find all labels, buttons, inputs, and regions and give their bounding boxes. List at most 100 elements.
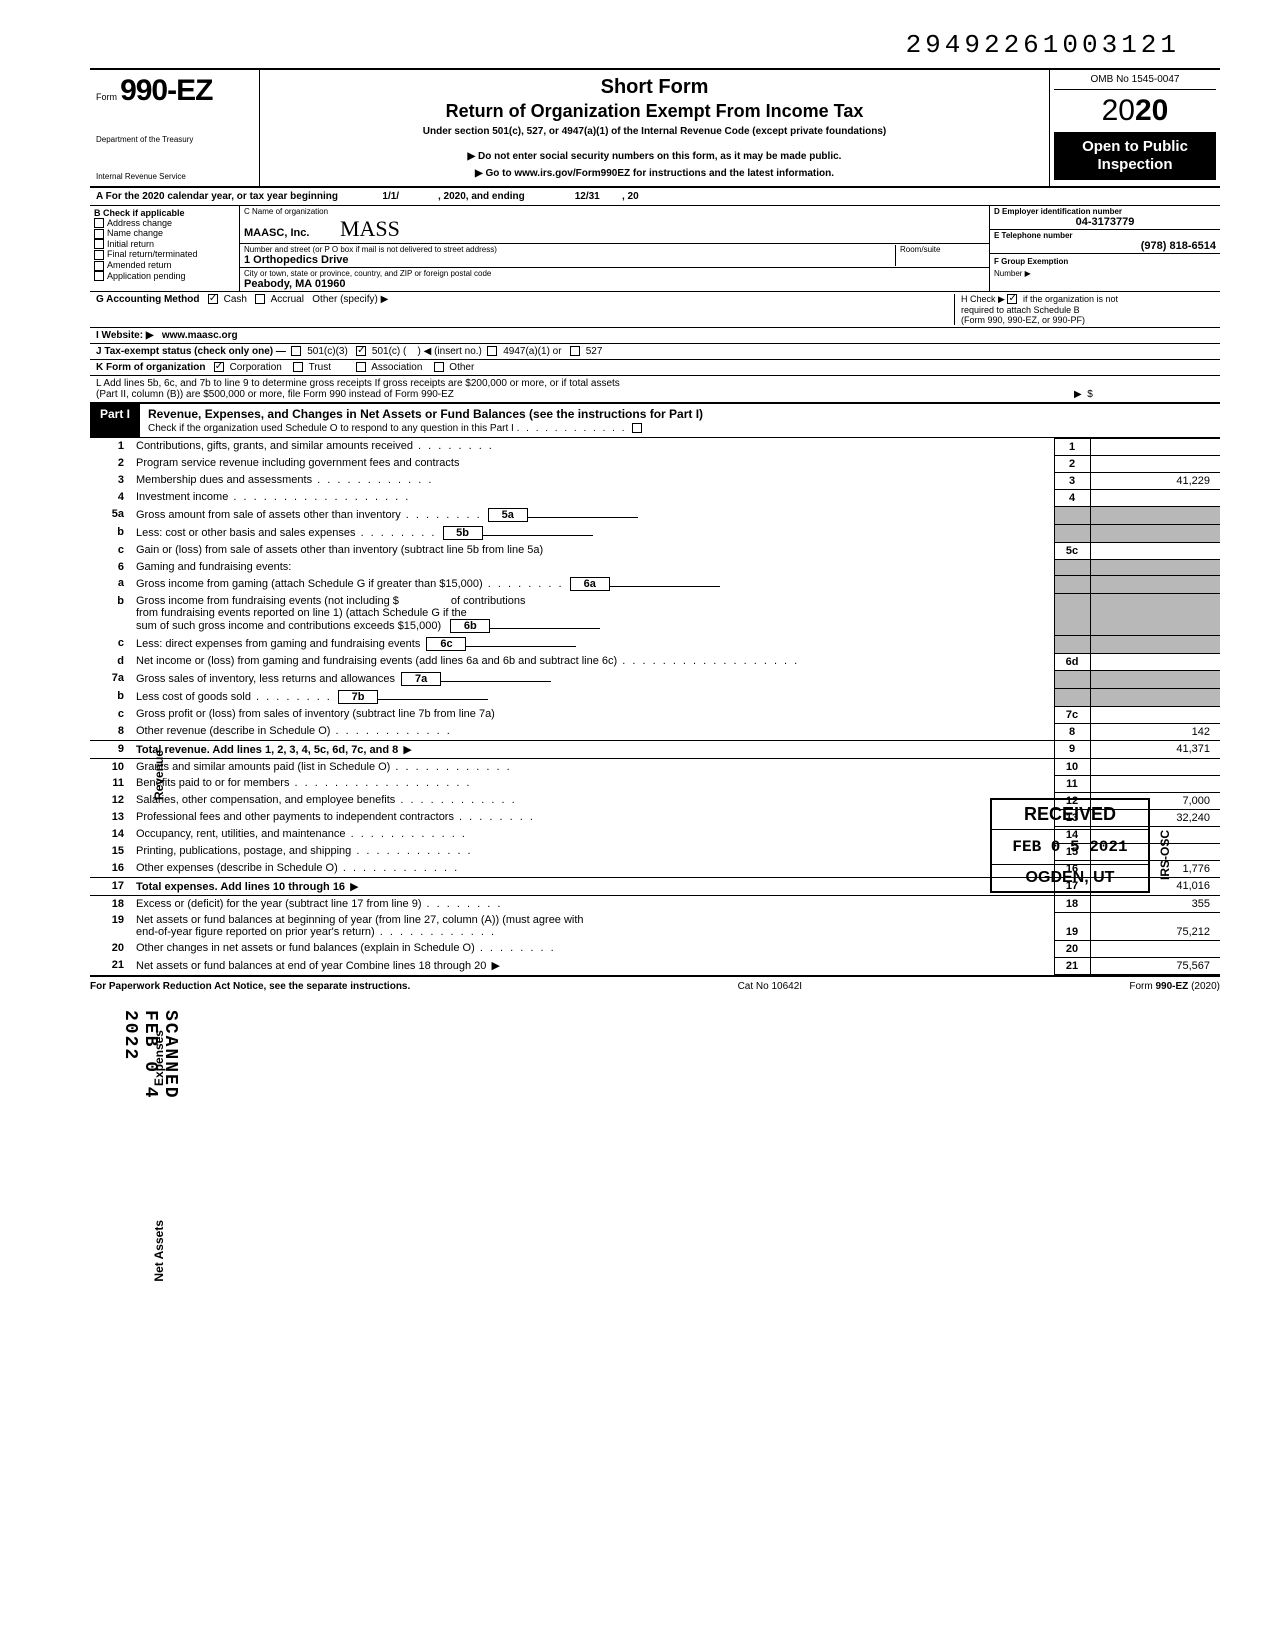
room-label: Room/suite: [900, 245, 985, 254]
chk-accrual[interactable]: [255, 294, 265, 304]
line-5a: 5aGross amount from sale of assets other…: [90, 506, 1220, 524]
scanned-stamp: SCANNED FEB 0 4 2022: [120, 1010, 180, 1100]
footer-left: For Paperwork Reduction Act Notice, see …: [90, 981, 410, 992]
addr-row: Number and street (or P O box if mail is…: [240, 244, 989, 268]
line-h-2: if the organization is not: [1023, 294, 1118, 304]
line-g-label: G Accounting Method: [96, 294, 200, 305]
addr-value: 1 Orthopedics Drive: [244, 254, 895, 266]
city-value: Peabody, MA 01960: [244, 278, 985, 290]
chk-501c[interactable]: [356, 346, 366, 356]
footer-right: Form 990-EZ (2020): [1129, 981, 1220, 992]
open-line2: Inspection: [1056, 156, 1214, 174]
line-a: A For the 2020 calendar year, or tax yea…: [90, 188, 1220, 206]
line-g-h: G Accounting Method Cash Accrual Other (…: [90, 292, 1220, 328]
line-2: 2Program service revenue including gover…: [90, 455, 1220, 472]
line-9: 9Total revenue. Add lines 1, 2, 3, 4, 5c…: [90, 740, 1220, 758]
omb-number: OMB No 1545-0047: [1054, 74, 1216, 90]
line-i: I Website: ▶ www.maasc.org: [90, 328, 1220, 344]
org-name-row: C Name of organization MAASC, Inc. MASS: [240, 206, 989, 244]
cash-label: Cash: [224, 294, 247, 305]
chk-501c3[interactable]: [291, 346, 301, 356]
chk-initial[interactable]: Initial return: [94, 239, 235, 250]
line-8: 8Other revenue (describe in Schedule O)8…: [90, 723, 1220, 740]
chk-amended[interactable]: Amended return: [94, 260, 235, 271]
line-l-1: L Add lines 5b, 6c, and 7b to line 9 to …: [96, 378, 1074, 389]
line-l-dollar: $: [1087, 389, 1093, 400]
form-header: Form 990-EZ Department of the Treasury I…: [90, 68, 1220, 188]
part1-tag: Part I: [90, 404, 140, 437]
line-19: 19Net assets or fund balances at beginni…: [90, 912, 1220, 940]
website-value: www.maasc.org: [162, 330, 238, 341]
opt-527: 527: [586, 346, 603, 357]
line-6c: cLess: direct expenses from gaming and f…: [90, 635, 1220, 653]
line-j-label: J Tax-exempt status (check only one) —: [96, 346, 286, 357]
line-h-1: H Check ▶: [961, 294, 1005, 304]
col-c: C Name of organization MAASC, Inc. MASS …: [240, 206, 990, 291]
chk-cash[interactable]: [208, 294, 218, 304]
line-a-tail: , 20: [622, 191, 639, 202]
chk-other-org[interactable]: [434, 362, 444, 372]
line-21: 21Net assets or fund balances at end of …: [90, 957, 1220, 974]
chk-corp[interactable]: [214, 362, 224, 372]
chk-h[interactable]: [1007, 294, 1017, 304]
line-20: 20Other changes in net assets or fund ba…: [90, 940, 1220, 957]
irs-osc-label: IRS-OSC: [1158, 830, 1172, 880]
year-bold: 20: [1135, 94, 1168, 127]
opt-4947: 4947(a)(1) or: [503, 346, 561, 357]
chk-527[interactable]: [570, 346, 580, 356]
line-18: 18Excess or (deficit) for the year (subt…: [90, 895, 1220, 912]
addr-label: Number and street (or P O box if mail is…: [244, 245, 895, 254]
other-method-label: Other (specify) ▶: [312, 294, 388, 305]
line-k: K Form of organization Corporation Trust…: [90, 360, 1220, 376]
line-7a: 7aGross sales of inventory, less returns…: [90, 670, 1220, 688]
ein-value: 04-3173779: [994, 216, 1216, 228]
do-not-ssn: Do not enter social security numbers on …: [268, 151, 1041, 162]
dept-irs: Internal Revenue Service: [96, 173, 253, 182]
line-e: E Telephone number (978) 818-6514: [990, 230, 1220, 254]
phone-value: (978) 818-6514: [994, 240, 1216, 252]
dept-treasury: Department of the Treasury: [96, 136, 253, 145]
col-def: D Employer identification number 04-3173…: [990, 206, 1220, 291]
goto-url: Go to www.irs.gov/Form990EZ for instruct…: [268, 168, 1041, 179]
ein-label: D Employer identification number: [994, 207, 1216, 216]
line-3: 3Membership dues and assessments341,229: [90, 472, 1220, 489]
chk-schedule-o[interactable]: [632, 423, 642, 433]
received-label: RECEIVED: [992, 800, 1148, 830]
phone-label: E Telephone number: [994, 231, 1216, 240]
chk-trust[interactable]: [293, 362, 303, 372]
chk-final[interactable]: Final return/terminated: [94, 249, 235, 260]
document-number: 29492261003121: [90, 30, 1220, 60]
insert-no: ) ◀ (insert no.): [418, 346, 482, 357]
accrual-label: Accrual: [271, 294, 304, 305]
part1-header: Part I Revenue, Expenses, and Changes in…: [90, 402, 1220, 438]
page-footer: For Paperwork Reduction Act Notice, see …: [90, 975, 1220, 992]
group-ex-label: F Group Exemption: [994, 257, 1068, 266]
received-loc: OGDEN, UT: [992, 865, 1148, 891]
section-bcdef: B Check if applicable Address change Nam…: [90, 206, 1220, 292]
line-a-text: A For the 2020 calendar year, or tax yea…: [90, 188, 1220, 205]
chk-assoc[interactable]: [356, 362, 366, 372]
chk-address[interactable]: Address change: [94, 218, 235, 229]
line-a-end: 12/31: [575, 191, 600, 202]
city-label: City or town, state or province, country…: [244, 269, 985, 278]
line-a-label: A For the 2020 calendar year, or tax yea…: [96, 191, 338, 202]
line-a-mid: , 2020, and ending: [438, 191, 525, 202]
chk-pending[interactable]: Application pending: [94, 271, 235, 282]
return-title: Return of Organization Exempt From Incom…: [268, 101, 1041, 122]
chk-4947[interactable]: [487, 346, 497, 356]
line-j: J Tax-exempt status (check only one) — 5…: [90, 344, 1220, 360]
header-mid: Short Form Return of Organization Exempt…: [260, 70, 1050, 186]
line-k-label: K Form of organization: [96, 362, 205, 373]
side-netassets: Net Assets: [152, 1220, 174, 1320]
line-6: 6Gaming and fundraising events:: [90, 559, 1220, 575]
line-6a: aGross income from gaming (attach Schedu…: [90, 575, 1220, 593]
line-4: 4Investment income4: [90, 489, 1220, 506]
received-stamp: RECEIVED FEB 0 5 2021 OGDEN, UT: [990, 798, 1150, 893]
form-number: 990-EZ: [120, 74, 212, 107]
open-to-public: Open to Public Inspection: [1054, 132, 1216, 180]
org-name: MAASC, Inc.: [244, 227, 309, 239]
part1-title: Revenue, Expenses, and Changes in Net As…: [140, 404, 1220, 437]
chk-name[interactable]: Name change: [94, 228, 235, 239]
line-1: 1Contributions, gifts, grants, and simil…: [90, 438, 1220, 455]
tax-year: 2020: [1054, 90, 1216, 132]
